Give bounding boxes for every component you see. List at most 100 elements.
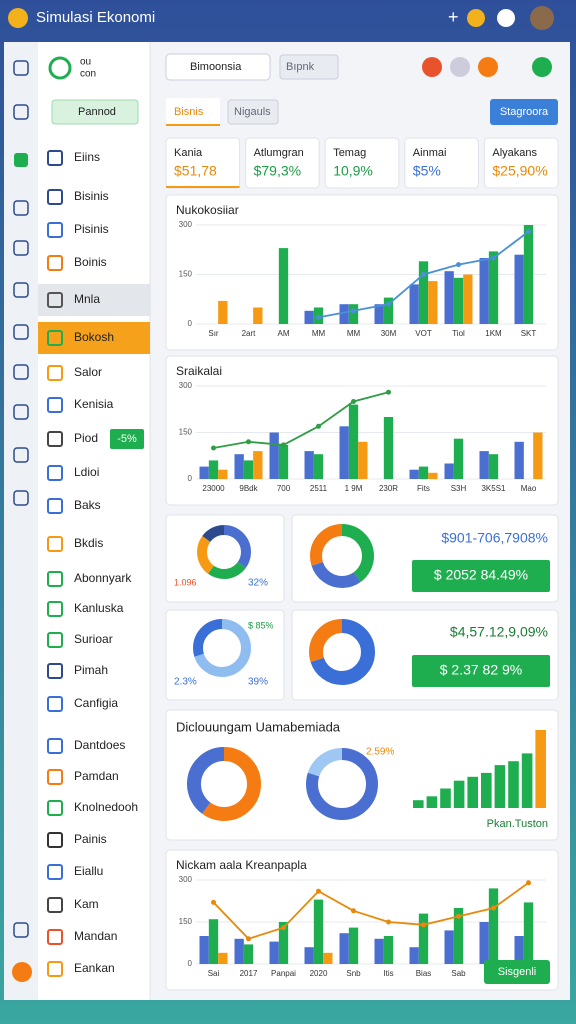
bar: [428, 472, 438, 479]
toolbar-icon[interactable]: [422, 57, 442, 77]
bar: [348, 304, 359, 324]
amount-button[interactable]: [412, 560, 550, 592]
filter[interactable]: [279, 54, 339, 80]
donut-segment: [197, 525, 251, 579]
add-button[interactable]: +: [448, 7, 459, 27]
bar: [453, 780, 465, 808]
sidebar-item[interactable]: Boinis: [74, 255, 107, 269]
rail-icon[interactable]: [14, 153, 28, 167]
x-tick-label: MM: [312, 329, 326, 338]
search-box[interactable]: [51, 99, 139, 125]
toolbar-icon[interactable]: [450, 57, 470, 77]
kpi-label: Kania: [174, 147, 203, 159]
footer-button-text: Sisgenli: [498, 966, 537, 978]
sidebar-item[interactable]: Abonnyark: [74, 571, 132, 585]
sidebar-item[interactable]: Mandan: [74, 929, 117, 943]
rail-icon[interactable]: [13, 282, 29, 298]
sidebar-item[interactable]: Surioar: [74, 632, 113, 646]
sidebar-item[interactable]: Bokosh: [74, 330, 114, 344]
toolbar-icon[interactable]: [532, 57, 552, 77]
sidebar-item[interactable]: Kanluska: [74, 601, 124, 615]
bar: [348, 404, 359, 479]
x-tick-label: 3K5S1: [481, 484, 506, 493]
x-tick-label: S3H: [451, 484, 467, 493]
sidebar-item[interactable]: Canfigia: [74, 696, 118, 710]
footer-button[interactable]: [484, 960, 550, 984]
rail-icon[interactable]: [13, 447, 29, 463]
primary-button[interactable]: [490, 99, 558, 125]
bar: [467, 776, 478, 808]
line-point: [456, 913, 461, 919]
line-point: [351, 308, 356, 314]
sidebar-item[interactable]: Ldioi: [74, 465, 99, 479]
x-tick-label: Panpai: [271, 969, 296, 978]
sidebar-item[interactable]: Mnla: [74, 292, 100, 306]
tab-active[interactable]: [166, 98, 220, 126]
rail-icon[interactable]: [13, 404, 29, 420]
x-tick-label: 700: [277, 484, 291, 493]
rail-avatar[interactable]: [12, 962, 32, 982]
bar: [494, 765, 506, 808]
sidebar-item[interactable]: Bisinis: [74, 189, 109, 203]
rail-icon[interactable]: [13, 200, 29, 216]
rail-icon[interactable]: [13, 104, 29, 120]
kpi-underline: [166, 186, 240, 188]
bar: [428, 281, 438, 324]
sidebar-active: [38, 322, 150, 354]
y-tick-label: 0: [188, 319, 193, 328]
search-text: Pannod: [78, 106, 116, 118]
toolbar-icon[interactable]: [478, 57, 498, 77]
sidebar-item[interactable]: Eiallu: [74, 864, 103, 878]
kpi-value: $25,90%: [492, 163, 547, 179]
sidebar-item[interactable]: Kenisia: [74, 397, 114, 411]
x-tick-label: VOT: [415, 329, 432, 338]
card: [483, 137, 559, 189]
y-tick-label: 300: [179, 220, 193, 229]
sidebar-icon: [47, 864, 63, 880]
kpi-value: $5%: [413, 163, 441, 179]
bar: [383, 297, 394, 324]
bar: [409, 947, 419, 964]
rail-icon[interactable]: [13, 240, 29, 256]
sidebar-item[interactable]: Eankan: [74, 961, 115, 975]
bar: [278, 444, 289, 479]
bar: [535, 730, 546, 808]
bar: [523, 225, 534, 324]
avatar[interactable]: [530, 6, 554, 30]
settings-icon[interactable]: [497, 9, 515, 27]
sidebar-item[interactable]: Baks: [74, 498, 101, 512]
rail-icon[interactable]: [13, 490, 29, 506]
dropdown[interactable]: [165, 53, 271, 81]
rail-icon[interactable]: [13, 922, 29, 938]
amount-button[interactable]: [412, 655, 550, 687]
sidebar-item[interactable]: Dantdoes: [74, 738, 125, 752]
tab[interactable]: [227, 99, 279, 125]
kpi-value: 10,9%: [333, 163, 373, 179]
x-tick-label: SKT: [521, 329, 537, 338]
sidebar-item[interactable]: Bkdis: [74, 536, 103, 550]
sidebar-item[interactable]: Eiins: [74, 150, 100, 164]
bar: [358, 441, 368, 479]
sidebar-item[interactable]: Painis: [74, 832, 107, 846]
x-tick-label: 1KM: [485, 329, 502, 338]
sidebar-item[interactable]: Salor: [74, 365, 102, 379]
y-tick-label: 150: [179, 428, 193, 437]
emoji-icon[interactable]: [467, 9, 485, 27]
sidebar-item[interactable]: Pimah: [74, 663, 108, 677]
rail-icon[interactable]: [13, 364, 29, 380]
bar: [374, 304, 384, 324]
line-point: [421, 272, 426, 277]
sidebar-item[interactable]: Pisinis: [74, 222, 109, 236]
sidebar-item[interactable]: Pamdan: [74, 769, 119, 783]
rail-icon[interactable]: [13, 324, 29, 340]
bar: [253, 451, 263, 479]
sidebar-item[interactable]: Kam: [74, 897, 99, 911]
rail-icon[interactable]: [13, 60, 29, 76]
line-point: [246, 936, 251, 942]
bar: [514, 254, 524, 324]
sidebar-icon: [47, 696, 63, 712]
sidebar-item[interactable]: Knolnedooh: [74, 800, 138, 814]
sidebar-item[interactable]: Piod: [74, 431, 98, 445]
bar: [313, 454, 324, 479]
